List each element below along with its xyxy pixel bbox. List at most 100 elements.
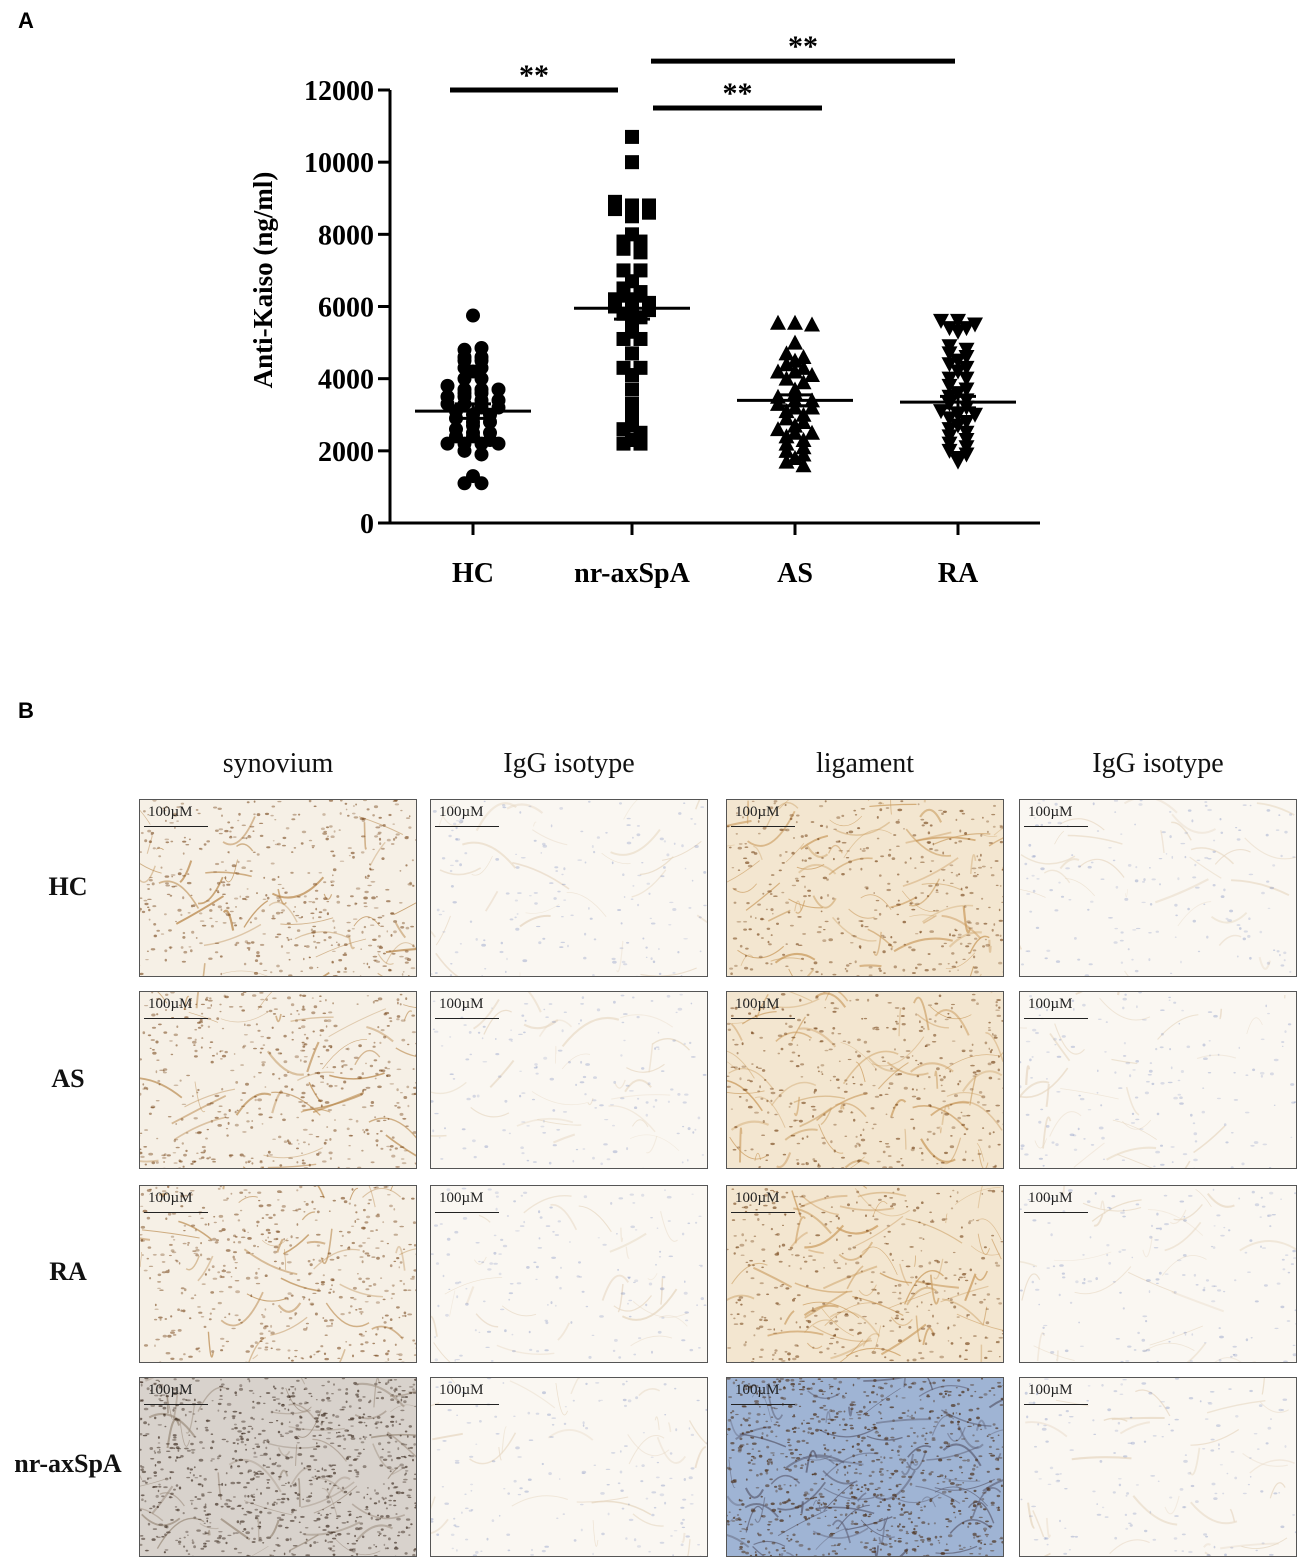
y-ticks: 0 2000 4000 6000 8000 10000 12000 [304,76,390,540]
data-point-circle [458,444,472,458]
scale-bar-label: 100µM [735,804,779,821]
data-point-square [617,332,631,346]
y-tick-label: 12000 [304,76,374,107]
x-tick-label: HC [452,558,494,589]
scale-bar-line [731,826,795,827]
scale-bar-line [435,1212,499,1213]
data-point-square [625,346,639,360]
ihc-image-tile: 100µM [726,1185,1004,1363]
scale-bar-line [731,1018,795,1019]
scatter-chart: HC nr-axSpA AS RA 0 2000 4000 6000 8000 10000 120… [0,0,1299,620]
scale-bar-line [435,826,499,827]
data-point-square [625,382,639,396]
ihc-image-tile: 100µM [139,1377,417,1557]
y-tick-label: 4000 [318,365,374,396]
data-point-triangle-down [950,325,966,340]
significance-bars: ** ** ** [450,30,955,110]
significance-label: ** [519,59,549,92]
ihc-image-tile: 100µM [1019,799,1297,977]
significance-label: ** [788,30,818,63]
scale-bar-label: 100µM [439,1190,483,1207]
ihc-image-tile: 100µM [430,1377,708,1557]
data-points [441,130,984,490]
data-point-circle [475,476,489,490]
scale-bar-line [731,1212,795,1213]
column-header: IgG isotype [429,748,709,780]
x-tick-label: RA [938,558,979,589]
row-label: AS [0,1064,136,1094]
ihc-image-tile: 100µM [139,799,417,977]
x-tick-label: AS [777,558,813,589]
y-tick-label: 8000 [318,220,374,251]
data-point-triangle-up [787,335,803,350]
scale-bar-label: 100µM [735,1382,779,1399]
data-point-square [634,245,648,259]
ihc-image-tile: 100µM [139,991,417,1169]
scale-bar-label: 100µM [148,1190,192,1207]
scale-bar-label: 100µM [735,996,779,1013]
data-point-triangle-up [804,317,820,332]
data-point-circle [441,437,455,451]
scale-bar-line [144,826,208,827]
scale-bar-line [1024,1212,1088,1213]
ihc-image-tile: 100µM [726,991,1004,1169]
scale-bar-label: 100µM [1028,1190,1072,1207]
data-point-square [634,437,648,451]
data-point-circle [466,309,480,323]
ihc-image-tile: 100µM [139,1185,417,1363]
row-label: HC [0,872,136,902]
scale-bar-line [144,1212,208,1213]
data-point-triangle-down [950,455,966,470]
scale-bar-line [435,1018,499,1019]
ihc-image-tile: 100µM [430,991,708,1169]
data-point-triangle-up [770,315,786,330]
data-point-square [634,332,648,346]
ihc-image-tile: 100µM [1019,991,1297,1169]
scale-bar-label: 100µM [439,1382,483,1399]
scale-bar-line [1024,826,1088,827]
data-point-circle [458,476,472,490]
data-point-square [625,209,639,223]
scale-bar-label: 100µM [1028,996,1072,1013]
data-point-square [625,368,639,382]
data-point-circle [492,437,506,451]
y-tick-label: 6000 [318,293,374,324]
column-header: ligament [725,748,1005,780]
scale-bar-label: 100µM [148,804,192,821]
scale-bar-line [144,1404,208,1405]
row-label: nr-axSpA [0,1449,136,1479]
ihc-image-tile: 100µM [430,799,708,977]
scale-bar-label: 100µM [439,996,483,1013]
scale-bar-label: 100µM [1028,1382,1072,1399]
row-label: RA [0,1257,136,1287]
scale-bar-label: 100µM [439,804,483,821]
scale-bar-line [1024,1018,1088,1019]
x-tick-label: nr-axSpA [574,558,690,589]
data-point-square [617,437,631,451]
data-point-square [608,202,622,216]
scale-bar-label: 100µM [148,1382,192,1399]
y-tick-label: 2000 [318,437,374,468]
column-header: IgG isotype [1018,748,1298,780]
scale-bar-line [435,1404,499,1405]
data-point-square [625,130,639,144]
ihc-image-tile: 100µM [726,1377,1004,1557]
scale-bar-line [1024,1404,1088,1405]
scale-bar-label: 100µM [148,996,192,1013]
data-point-circle [475,447,489,461]
data-point-square [642,206,656,220]
data-point-triangle-up [787,315,803,330]
y-axis-label: Anti-Kaiso (ng/ml) [248,172,278,389]
scale-bar-line [731,1404,795,1405]
ihc-image-tile: 100µM [1019,1377,1297,1557]
ihc-image-tile: 100µM [430,1185,708,1363]
column-header: synovium [138,748,418,780]
data-point-square [617,242,631,256]
significance-label: ** [723,77,753,110]
ihc-image-tile: 100µM [726,799,1004,977]
y-tick-label: 10000 [304,148,374,179]
panel-b-label: B [18,698,34,724]
scale-bar-label: 100µM [735,1190,779,1207]
y-tick-label: 0 [360,509,374,540]
data-point-square [625,155,639,169]
